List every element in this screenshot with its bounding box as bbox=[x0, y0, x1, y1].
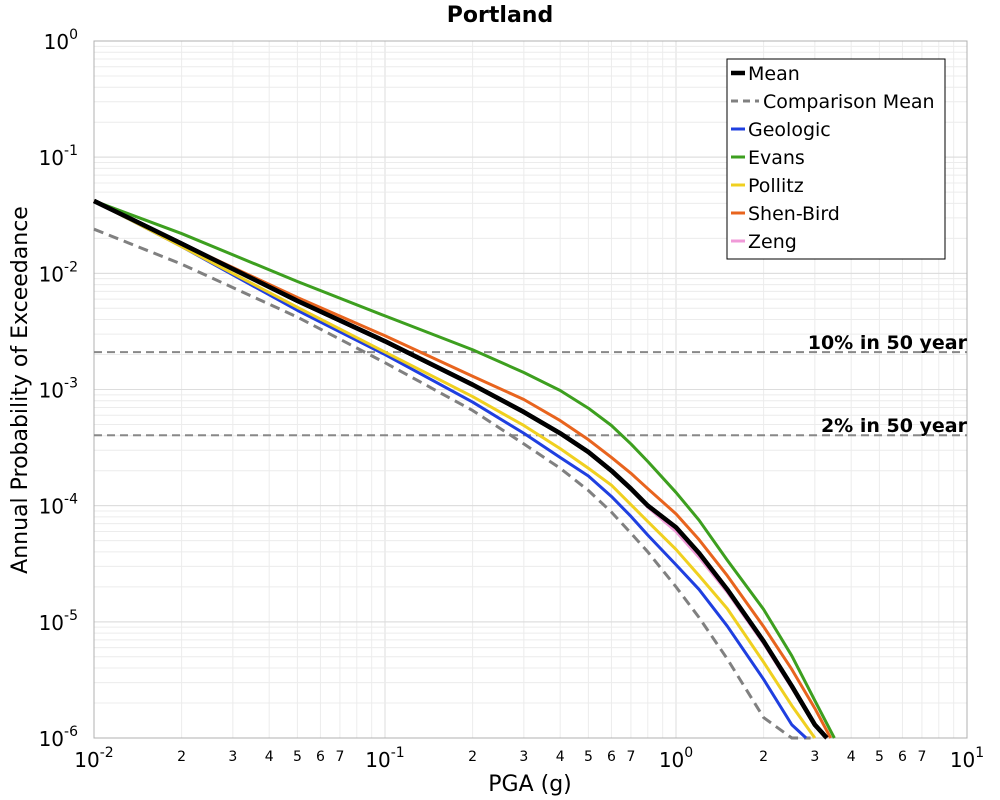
y-major-tick-label: 10-4 bbox=[39, 492, 79, 519]
chart-title: Portland bbox=[447, 3, 553, 28]
x-minor-tick-label: 3 bbox=[810, 749, 819, 765]
y-axis-label: Annual Probability of Exceedance bbox=[8, 206, 33, 574]
reference-line-label: 2% in 50 year bbox=[821, 415, 968, 437]
x-major-tick-label: 100 bbox=[659, 745, 693, 772]
x-minor-tick-label: 6 bbox=[316, 749, 325, 765]
x-minor-tick-label: 6 bbox=[898, 749, 907, 765]
y-major-tick-label: 10-3 bbox=[39, 376, 78, 403]
legend-label: Comparison Mean bbox=[763, 91, 935, 113]
reference-lines: 10% in 50 year 2% in 50 year bbox=[94, 332, 968, 437]
x-minor-tick-label: 4 bbox=[265, 749, 274, 765]
x-minor-tick-label: 3 bbox=[228, 749, 237, 765]
x-minor-tick-label: 5 bbox=[584, 749, 593, 765]
x-minor-tick-label: 4 bbox=[847, 749, 856, 765]
x-major-tick-label: 101 bbox=[950, 745, 984, 772]
legend-label: Shen-Bird bbox=[748, 203, 840, 225]
x-minor-tick-label: 4 bbox=[556, 749, 565, 765]
x-minor-tick-label: 5 bbox=[293, 749, 302, 765]
grid bbox=[93, 40, 968, 739]
series-line-evans bbox=[93, 199, 836, 739]
y-major-tick-label: 10-2 bbox=[39, 259, 78, 286]
x-minor-tick-label: 2 bbox=[177, 749, 186, 765]
series-line-mean-overlay bbox=[93, 198, 829, 740]
legend-box bbox=[726, 58, 946, 260]
x-minor-tick-label: 5 bbox=[875, 749, 884, 765]
y-major-tick-label: 10-6 bbox=[39, 724, 79, 751]
reference-line-label: 10% in 50 year bbox=[808, 332, 968, 354]
x-axis-label: PGA (g) bbox=[488, 772, 572, 797]
y-major-tick-label: 10-5 bbox=[39, 608, 78, 635]
series-line-geologic bbox=[93, 199, 808, 740]
x-major-tick-label: 10-2 bbox=[74, 745, 113, 772]
y-major-tick-label: 100 bbox=[44, 27, 78, 54]
x-minor-tick-label: 7 bbox=[917, 749, 926, 765]
legend: Mean Comparison Mean Geologic Evans Pollitz S… bbox=[726, 58, 946, 260]
legend-label: Pollitz bbox=[748, 175, 804, 197]
y-major-tick-label: 10-1 bbox=[39, 143, 78, 170]
legend-label: Geologic bbox=[748, 119, 831, 141]
series-line-comparison-mean bbox=[93, 227, 811, 740]
x-minor-tick-label: 3 bbox=[519, 749, 528, 765]
series-line-zeng bbox=[93, 199, 828, 740]
series-line-pollitz bbox=[93, 199, 817, 739]
series-line-shen-bird bbox=[93, 199, 832, 739]
x-major-tick-label: 10-1 bbox=[365, 745, 404, 772]
legend-label: Mean bbox=[748, 63, 800, 85]
x-minor-tick-label: 2 bbox=[759, 749, 768, 765]
series-line-mean bbox=[93, 198, 829, 740]
x-minor-tick-label: 2 bbox=[468, 749, 477, 765]
series-lines bbox=[93, 198, 836, 740]
legend-label: Evans bbox=[748, 147, 805, 169]
x-minor-tick-label: 7 bbox=[335, 749, 344, 765]
x-minor-tick-label: 6 bbox=[607, 749, 616, 765]
plot-frame bbox=[93, 40, 968, 739]
x-minor-tick-label: 7 bbox=[626, 749, 635, 765]
legend-label: Zeng bbox=[748, 231, 797, 253]
